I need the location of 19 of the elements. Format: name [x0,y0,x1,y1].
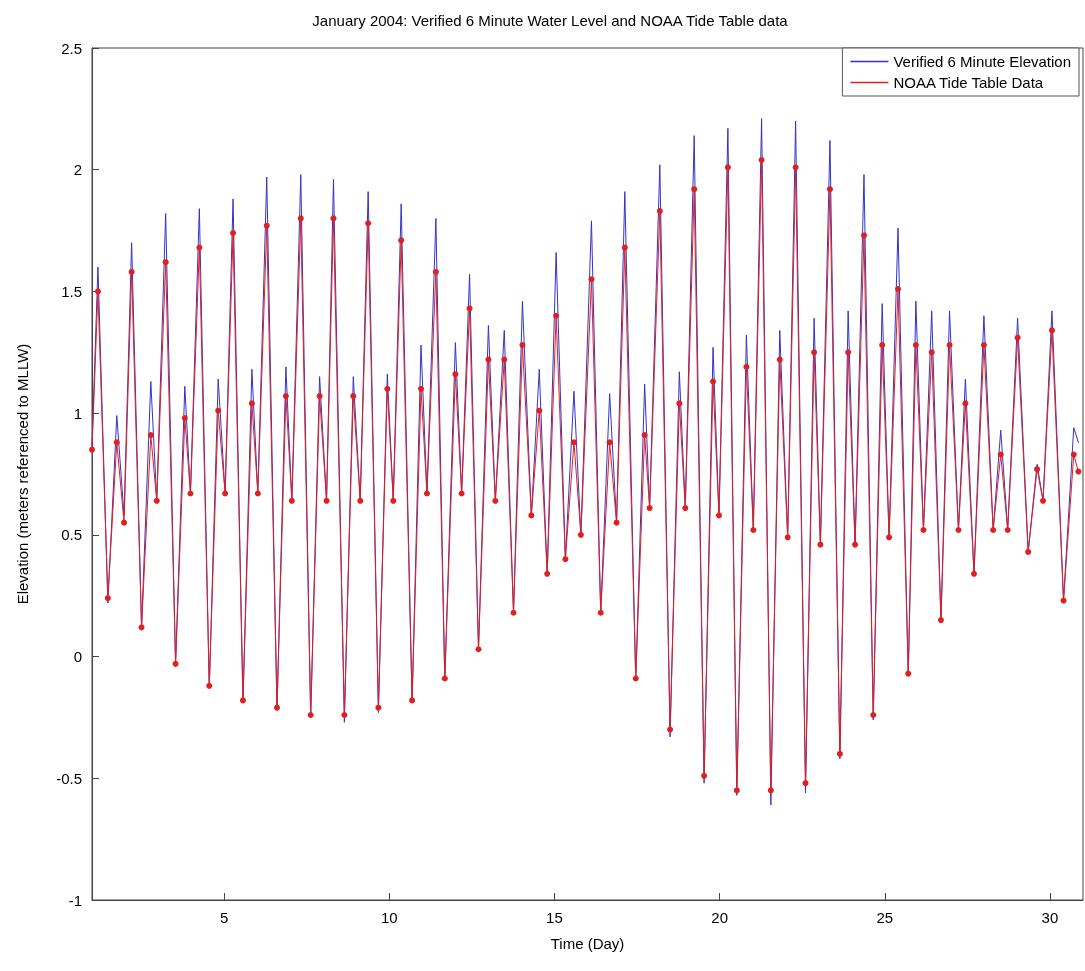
y-tick-label: -1 [68,891,82,909]
y-tick-label: 1 [73,404,82,422]
x-axis-title: Time (Day) [550,935,625,952]
y-tick-label: 2.5 [61,39,82,57]
y-tick-label: 2 [73,161,82,179]
y-tick-label: -0.5 [56,769,82,787]
legend-label: NOAA Tide Table Data [893,74,1044,91]
legend-label: Verified 6 Minute Elevation [893,53,1071,70]
y-tick-label: 1.5 [61,282,82,300]
chart-title: January 2004: Verified 6 Minute Water Level and NOAA Tide Table data [312,12,789,29]
y-tick-label: 0 [73,648,82,666]
x-tick-label: 5 [219,909,229,926]
x-tick-label: 25 [876,909,894,926]
y-axis-title: Elevation (meters referenced to MLLW) [14,343,31,605]
x-tick-label: 20 [711,909,728,926]
x-tick-label: 10 [380,909,398,926]
y-tick-label: 0.5 [61,526,82,544]
x-tick-label: 30 [1041,909,1059,926]
x-tick-label: 15 [546,909,563,926]
